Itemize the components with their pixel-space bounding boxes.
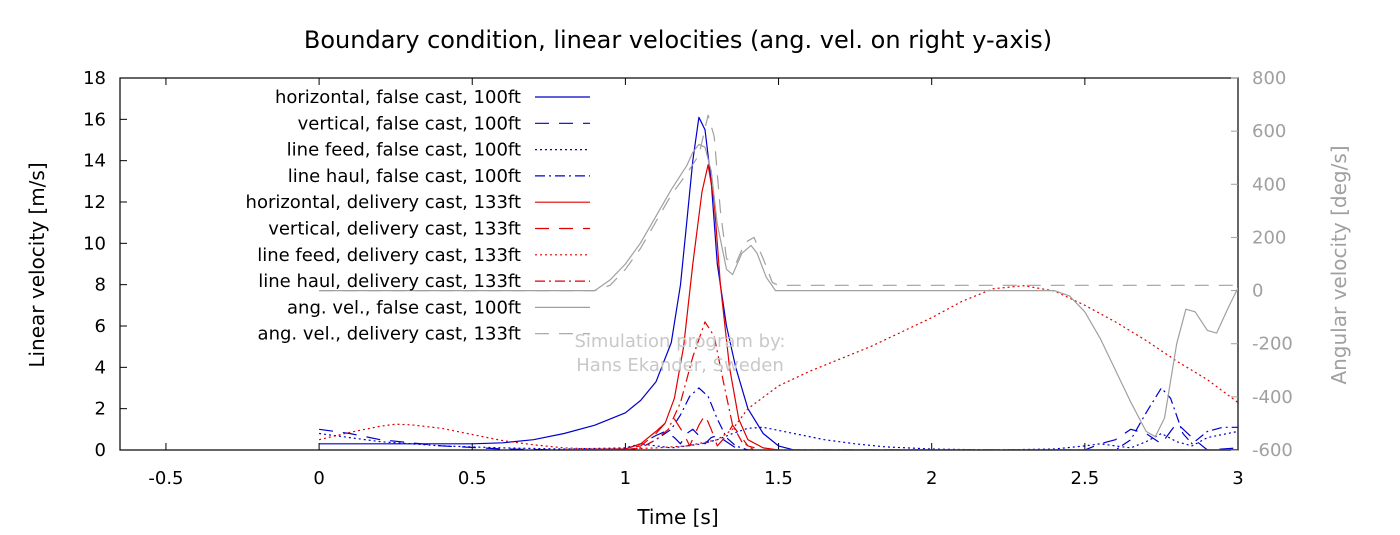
y2-tick-label: -400	[1252, 387, 1293, 408]
y2-tick-label: 600	[1252, 121, 1286, 142]
y-axis-label: Linear velocity [m/s]	[25, 162, 49, 367]
watermark-line: Simulation program by:	[575, 331, 786, 352]
y-tick-label: 4	[95, 357, 106, 378]
series-lines	[318, 114, 1238, 450]
series-line-8	[625, 321, 1238, 450]
plot-border	[119, 77, 1239, 451]
legend-entry-label: ang. vel., delivery cast, 133ft	[258, 324, 521, 345]
y-tick-label: 10	[83, 233, 106, 254]
legend-entry-label: line haul, false cast, 100ft	[288, 166, 521, 187]
series-line-2	[319, 422, 1238, 450]
y-tick-label: 8	[95, 275, 106, 296]
x-tick-label: 1	[620, 468, 631, 489]
watermark-line: Hans Ekander, Sweden	[576, 355, 783, 376]
legend-entry-label: horizontal, false cast, 100ft	[275, 87, 521, 108]
y2-tick-label: 0	[1252, 281, 1263, 302]
series-line-7	[318, 285, 1238, 450]
legend-entry-label: horizontal, delivery cast, 133ft	[246, 192, 521, 213]
series-line-3	[319, 426, 1238, 450]
y-tick-label: 16	[83, 109, 106, 130]
y-tick-label: 6	[95, 316, 106, 337]
axis-ticks: -0.5 0 0.5 1 1.5 2 2.5 3 0 2 4 6 8 10 12 14 16 18 -600 -400…	[83, 68, 1293, 489]
y-tick-label: 2	[95, 399, 106, 420]
legend-entry-label: line haul, delivery cast, 133ft	[258, 271, 521, 292]
x-tick-label: -0.5	[148, 468, 183, 489]
x-tick-label: 1.5	[764, 468, 793, 489]
y-tick-label: 18	[83, 68, 106, 89]
y2-axis-label: Angular velocity [deg/s]	[1327, 145, 1351, 384]
y2-tick-label: -600	[1252, 440, 1293, 461]
x-tick-label: 2.5	[1071, 468, 1100, 489]
series-line-4	[625, 387, 1238, 450]
series-line-10	[319, 114, 1238, 292]
y-tick-label: 14	[83, 151, 106, 172]
chart-title: Boundary condition, linear velocities (a…	[304, 26, 1052, 54]
watermark: Simulation program by: Hans Ekander, Swed…	[575, 331, 786, 376]
legend: horizontal, false cast, 100ft vertical, f…	[246, 87, 590, 345]
legend-entry-label: line feed, false cast, 100ft	[287, 140, 521, 161]
plot-area	[119, 77, 1239, 451]
legend-entry-label: line feed, delivery cast, 133ft	[257, 245, 521, 266]
x-axis-label: Time [s]	[636, 505, 718, 529]
series-line-5	[564, 164, 1238, 450]
series-line-9	[319, 143, 1238, 438]
y2-tick-label: 200	[1252, 227, 1286, 248]
x-tick-label: 0	[313, 468, 324, 489]
y-tick-label: 12	[83, 192, 106, 213]
y2-tick-label: -200	[1252, 334, 1293, 355]
legend-entry-label: ang. vel., false cast, 100ft	[287, 297, 521, 318]
y-tick-label: 0	[95, 440, 106, 461]
y2-tick-label: 400	[1252, 174, 1286, 195]
x-tick-label: 0.5	[458, 468, 487, 489]
x-tick-label: 2	[926, 468, 937, 489]
x-tick-label: 3	[1232, 468, 1243, 489]
series-line-6	[564, 414, 1238, 450]
legend-entry-label: vertical, false cast, 100ft	[298, 113, 521, 134]
legend-entry-label: vertical, delivery cast, 133ft	[268, 219, 521, 240]
y2-tick-label: 800	[1252, 68, 1286, 89]
